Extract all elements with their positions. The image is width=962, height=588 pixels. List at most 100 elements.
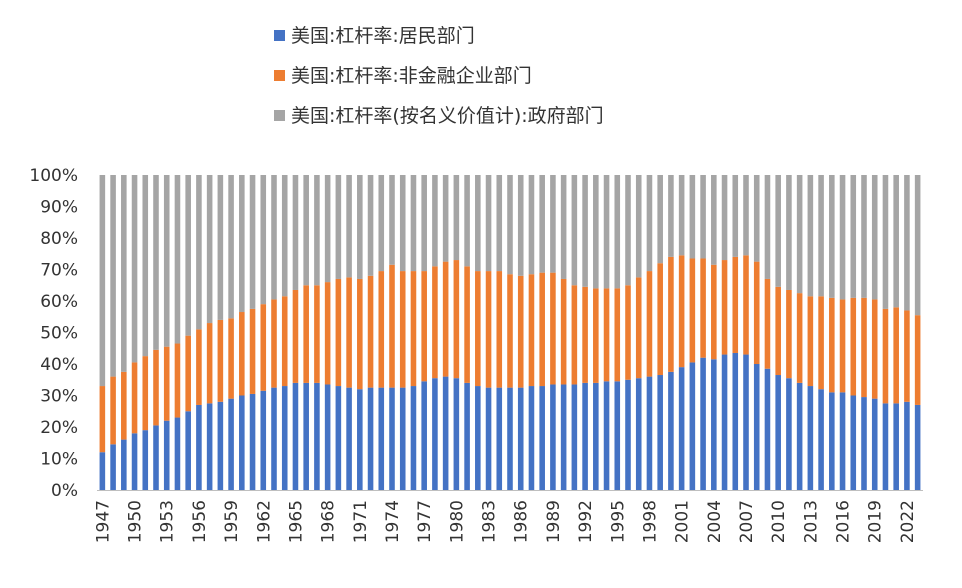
bar-segment-1979-series-2 [442,261,449,377]
bar-segment-1961-series-2 [249,308,256,394]
bar-segment-1991-series-2 [571,285,578,385]
bar-segment-1996-series-1 [625,379,631,490]
bar-segment-2011-series-2 [786,289,792,379]
y-tick-label-10pct: 10% [40,450,78,470]
bar-segment-1952-series-3 [153,175,159,350]
bar-segment-1982-series-1 [475,386,481,490]
x-tick-label-1983: 1983 [480,500,500,543]
bar-segment-2021-series-3 [893,175,899,308]
bar-segment-2001-series-1 [678,367,685,490]
bar-segment-1967-series-2 [314,285,320,383]
bar-segment-2018-series-3 [861,175,867,298]
bar-segment-1950-series-3 [131,175,138,363]
bar-segment-1950-series-2 [131,362,138,434]
bar-segment-1964-series-2 [281,296,288,387]
x-tick-label-1965: 1965 [287,500,307,543]
bar-segment-2010-series-2 [775,286,781,376]
bar-segment-1983-series-2 [485,271,492,388]
bar-segment-1960-series-3 [239,175,245,313]
bar-segment-1978-series-1 [432,378,438,490]
legend-swatch-3 [274,110,285,121]
bar-segment-1973-series-1 [378,387,385,491]
x-tick-label-1986: 1986 [512,500,532,543]
bar-segment-1974-series-1 [389,387,395,491]
legend-label-3: 美国:杠杆率(按名义价值计):政府部门 [291,105,604,127]
bar-segment-1977-series-3 [421,175,427,272]
bar-segment-1972-series-1 [367,387,374,491]
bar-segment-2023-series-3 [914,175,921,316]
y-tick-label-90pct: 90% [40,198,78,218]
bar-segment-1970-series-1 [346,387,352,491]
bar-segment-1971-series-2 [357,278,363,390]
bar-segment-2009-series-2 [764,278,771,369]
bar-segment-1947-series-3 [99,175,106,387]
y-axis: 0% 10% 20% 30% 40% 50% 60% 70% 80% 90% 100% [29,166,78,501]
bar-segment-1967-series-1 [314,382,320,490]
bar-segment-1979-series-1 [442,376,449,490]
bar-segment-1992-series-3 [582,175,588,287]
bar-segment-1986-series-1 [517,387,524,491]
bar-segment-1977-series-2 [421,271,427,382]
bar-segment-1962-series-1 [260,390,267,490]
x-tick-label-2013: 2013 [801,500,821,543]
bar-segment-1956-series-1 [196,404,202,490]
bar-segment-1976-series-1 [410,386,417,490]
bar-segment-2009-series-3 [764,175,771,279]
bar-segment-2002-series-3 [689,175,696,259]
bar-segment-2019-series-3 [871,175,878,300]
bar-segment-1980-series-2 [453,260,460,379]
bar-segment-1973-series-3 [378,175,385,272]
bar-segment-2018-series-2 [861,297,867,398]
bar-segment-1979-series-3 [442,175,449,262]
bar-segment-2006-series-3 [732,175,739,257]
bar-segment-2008-series-2 [753,261,760,365]
x-tick-label-1950: 1950 [126,500,146,543]
x-tick-label-1992: 1992 [576,500,596,543]
bar-segment-2012-series-1 [796,382,803,490]
bar-segment-1951-series-1 [142,430,149,490]
bar-segment-1981-series-1 [464,382,470,490]
bar-segment-1989-series-2 [550,272,556,385]
bar-segment-2021-series-2 [893,307,899,404]
x-tick-label-1998: 1998 [641,500,661,543]
bar-segment-2000-series-3 [668,175,674,257]
x-tick-label-2019: 2019 [866,500,886,543]
bar-segment-1962-series-2 [260,304,267,391]
bar-segment-1958-series-2 [217,319,224,402]
bar-segment-1980-series-1 [453,378,460,490]
y-tick-label-50pct: 50% [40,324,78,344]
bar-segment-2018-series-1 [861,397,867,490]
x-tick-label-1980: 1980 [447,500,467,543]
bar-segment-1988-series-3 [539,175,545,273]
bar-segment-1967-series-3 [314,175,320,286]
bar-segment-2010-series-1 [775,375,781,490]
bar-segment-1957-series-2 [206,323,213,404]
bar-segment-1958-series-1 [217,401,224,490]
x-tick-label-1956: 1956 [190,500,210,543]
bar-segment-1963-series-2 [271,299,277,388]
bar-segment-2015-series-3 [829,175,835,298]
x-tick-label-2004: 2004 [705,500,725,543]
bar-segment-1953-series-1 [163,420,170,490]
bar-segment-1963-series-1 [271,387,277,491]
bar-segment-2019-series-1 [871,398,878,490]
bar-segment-1989-series-3 [550,175,556,273]
bar-segment-1954-series-1 [174,417,181,490]
x-tick-label-1977: 1977 [415,500,435,543]
bar-segment-1949-series-2 [121,371,127,440]
bar-segment-2012-series-2 [796,293,803,383]
bar-segment-1969-series-1 [335,386,342,490]
bar-segment-2022-series-3 [904,175,910,311]
bar-segment-2002-series-2 [689,258,696,363]
legend-label-2: 美国:杠杆率:非金融企业部门 [291,65,532,87]
bar-segment-1988-series-2 [539,272,545,387]
bar-segment-2019-series-2 [871,299,878,399]
bar-segment-1994-series-2 [603,288,610,382]
bar-segment-1951-series-3 [142,175,149,357]
legend-swatch-1 [274,30,285,41]
bar-segment-2002-series-1 [689,362,696,491]
bar-segment-1959-series-1 [228,398,234,490]
bar-segment-2003-series-1 [700,357,706,490]
bar-segment-1960-series-1 [239,395,245,490]
bar-segment-1975-series-2 [399,271,406,388]
